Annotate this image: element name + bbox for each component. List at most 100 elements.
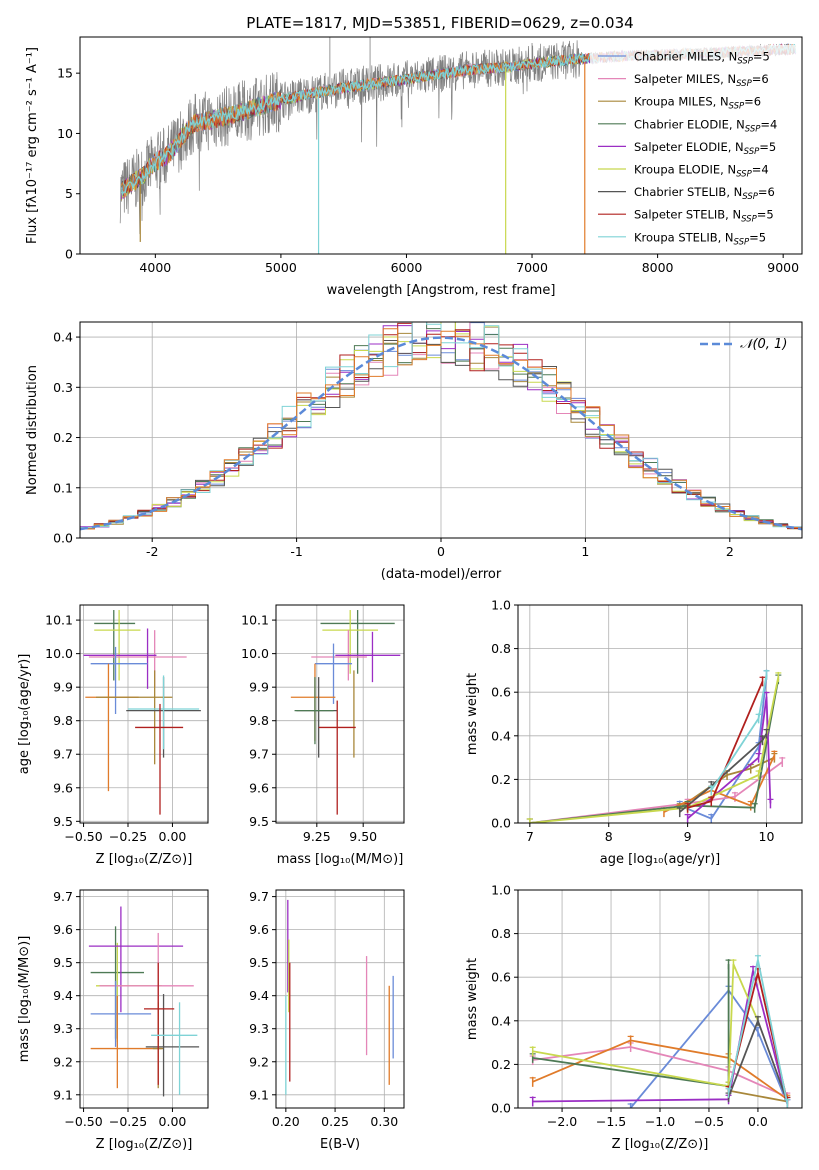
weight-series [529,959,761,1092]
weight-series [684,691,774,823]
weight-line [529,678,780,823]
plot-area [518,890,802,1108]
plot-area [518,605,802,823]
x-tick-label: −0.5 [694,1114,724,1129]
error-bar-point [135,703,184,815]
residual-histogram [80,328,802,530]
y-tick-label: 9.3 [249,1021,269,1036]
weight-line [532,1046,788,1098]
error-bar-point [96,942,162,1042]
x-tick-label: −0.25 [109,1114,147,1129]
weight-line [529,676,780,823]
x-tick-label: −1.5 [596,1114,626,1129]
weight-series [725,954,791,1108]
legend-label: Salpeter MILES, NSSP=6 [634,72,769,89]
plot-spectrum: 4000 5000 6000 7000 8000 9000 0 5 10 15 wavelength… [25,36,803,298]
y-tick-label: 9.1 [249,1087,269,1102]
weight-series [708,669,770,796]
y-tick-label: 9.9 [249,680,269,695]
x-axis-label: mass [log₁₀(M/M⊙)] [277,852,404,867]
plot-weight-age: 7 8 9 10 0.0 0.2 0.4 0.6 0.8 1.0 age [log₁₀(age/yr… [465,598,803,867]
x-tick-label: -1 [290,544,302,559]
plot-area [80,605,208,823]
x-tick-label: 9000 [767,260,799,275]
x-axis-label: E(B-V) [320,1137,360,1152]
x-tick-label: 6000 [391,260,423,275]
y-tick-label: 15 [57,66,73,81]
x-tick-label: −2.0 [547,1114,577,1129]
plot-weight-z: −2.0 −1.5 −1.0 −0.5 0.0 0.0 0.2 0.4 0.6 0.8 1.0 Z [… [465,883,803,1152]
plot-age-z: −0.50 −0.25 0.00 9.5 9.6 9.7 9.8 9.9 10.0 10.1 Z [… [17,604,209,867]
axes-frame [275,604,405,824]
x-tick-label: 9.50 [349,829,377,844]
y-tick-label: 0.4 [53,330,73,345]
x-tick-label: −0.50 [64,1114,102,1129]
x-tick-label: −1.0 [645,1114,675,1129]
axes-frame [275,889,405,1109]
legend-label-sub: SSP [744,147,760,157]
y-axis-label: mass weight [465,958,480,1040]
y-tick-label: 9.6 [249,922,269,937]
plot-residuals: -2 -1 0 1 2 0.0 0.1 0.2 0.3 0.4 (data-model)/error… [25,321,803,582]
y-tick-label: 9.8 [53,713,73,728]
legend-label: Kroupa ELODIE, NSSP=4 [634,163,769,180]
error-bar-point [83,628,157,689]
legend-label-main: Salpeter STELIB, N [634,208,741,222]
legend-label-sub: SSP [736,79,752,89]
legend-label-suffix: =6 [752,72,769,86]
y-axis-label: age [log₁₀(age/yr)] [17,654,32,775]
weight-line [532,963,759,1088]
x-tick-label: −0.25 [109,829,147,844]
legend-label-suffix: =6 [744,95,761,109]
error-bar-point [151,1002,198,1095]
x-axis-label: Z [log₁₀(Z/Z⊙)] [96,1137,193,1152]
y-axis-label: mass [log₁₀(M/M⊙)] [17,936,32,1063]
legend-label: Chabrier ELODIE, NSSP=4 [634,117,777,134]
error-bar-point [145,994,200,1097]
x-axis-label: Z [log₁₀(Z/Z⊙)] [612,1137,709,1152]
plot-area [80,890,208,1108]
y-tick-label: 9.4 [249,988,269,1003]
axes-frame [517,604,803,824]
plots-layer: 4000 5000 6000 7000 8000 9000051015wavelength… [17,36,803,1152]
legend-label: 𝒩(0, 1) [740,337,787,352]
legend-label: Salpeter STELIB, NSSP=5 [634,208,774,225]
y-tick-label: 9.4 [53,988,73,1003]
y-tick-label: 0.0 [491,816,511,831]
y-tick-label: 1.0 [491,883,511,898]
error-bar-point [90,995,162,1089]
residual-histogram [80,322,802,529]
axes-frame [79,889,209,1109]
legend-label-sub: SSP [745,124,761,134]
x-tick-label: 7000 [516,260,548,275]
y-tick-label: 9.7 [249,747,269,762]
legend-label: Kroupa STELIB, NSSP=5 [634,230,766,247]
legend-label-main: Kroupa ELODIE, N [634,163,736,177]
error-bar-point [94,610,141,681]
legend-label: Kroupa MILES, NSSP=6 [634,95,761,112]
x-tick-label: 8 [605,829,613,844]
y-tick-label: 9.5 [53,814,73,829]
y-tick-label: 0.2 [53,430,73,445]
y-tick-label: 0.4 [491,728,511,743]
y-tick-label: 9.3 [53,1021,73,1036]
legend-label-suffix: =5 [749,230,766,244]
x-tick-label: 0.00 [159,829,187,844]
legend-label-suffix: =4 [752,163,769,177]
y-tick-label: 0.6 [491,970,511,985]
axes-frame [517,889,803,1109]
x-tick-label: 9.25 [303,829,331,844]
legend-label-sub: SSP [741,215,757,225]
y-axis-label: mass weight [465,673,480,755]
y-axis-label: Normed distribution [25,365,40,495]
y-tick-label: 0.2 [491,772,511,787]
error-bar-point [96,670,173,765]
error-bar-point [85,663,139,792]
y-tick-label: 0.1 [53,480,73,495]
gaussian-curve [80,336,802,531]
error-bar-point [318,700,356,815]
y-tick-label: 9.7 [249,889,269,904]
legend-label-suffix: =5 [757,208,774,222]
y-tick-label: 9.2 [53,1054,73,1069]
